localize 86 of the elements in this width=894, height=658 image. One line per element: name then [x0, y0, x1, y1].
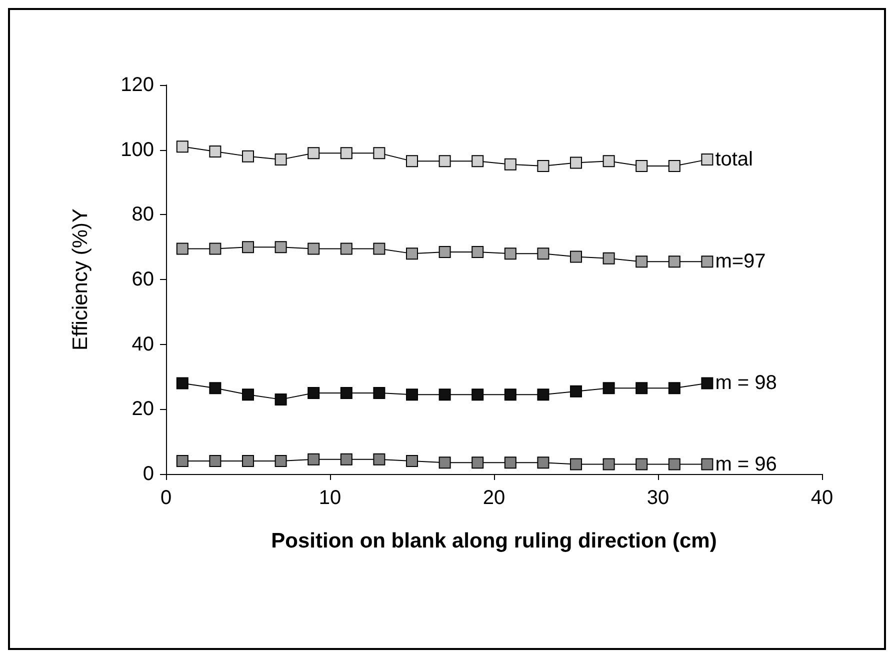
- point: [438, 456, 451, 469]
- y-tick-label: 20: [132, 398, 154, 420]
- point: [438, 155, 451, 168]
- point: [209, 242, 222, 255]
- point: [668, 256, 680, 268]
- point: [274, 154, 287, 166]
- point: [176, 377, 188, 390]
- point: [636, 256, 648, 268]
- point: [537, 388, 550, 401]
- point: [472, 456, 484, 469]
- point: [274, 241, 287, 254]
- x-tick-label: 10: [318, 487, 342, 509]
- point: [636, 382, 648, 394]
- point: [701, 458, 714, 470]
- point: [406, 388, 418, 401]
- y-tick-label: 100: [120, 138, 154, 161]
- y-tick-label: 80: [132, 204, 154, 226]
- series-label: m = 98: [715, 372, 777, 394]
- point: [504, 158, 516, 170]
- point: [668, 458, 680, 470]
- point: [242, 241, 254, 254]
- x-tick-label: 40: [810, 487, 834, 509]
- point: [242, 388, 254, 401]
- point: [176, 242, 188, 255]
- y-tick-label: 120: [120, 74, 154, 96]
- point: [504, 248, 516, 260]
- point: [176, 455, 188, 468]
- point: [472, 388, 484, 401]
- point: [340, 147, 352, 160]
- point: [537, 456, 550, 469]
- point: [602, 155, 615, 168]
- y-tick-label: 40: [132, 333, 154, 356]
- point: [340, 386, 352, 399]
- x-axis-title: Position on blank along ruling direction (cm): [271, 530, 717, 552]
- point: [438, 246, 451, 258]
- point: [636, 160, 648, 172]
- point: [570, 250, 582, 263]
- point: [406, 155, 418, 168]
- point: [406, 248, 418, 260]
- x-tick-label: 20: [482, 487, 506, 509]
- point: [472, 246, 484, 258]
- series-label: m=97: [715, 250, 766, 273]
- point: [537, 248, 550, 260]
- point: [472, 155, 484, 168]
- x-tick-label: 0: [160, 487, 172, 509]
- point: [242, 150, 254, 162]
- point: [602, 252, 615, 264]
- point: [570, 385, 582, 398]
- point: [602, 382, 615, 394]
- point: [308, 453, 320, 466]
- point: [209, 382, 222, 394]
- point: [373, 147, 386, 160]
- point: [438, 388, 451, 401]
- point: [373, 386, 386, 399]
- point: [570, 156, 582, 169]
- series-label: m = 96: [715, 453, 777, 476]
- point: [340, 453, 352, 466]
- point: [209, 145, 222, 158]
- point: [537, 160, 550, 172]
- point: [570, 458, 582, 470]
- y-tick-label: 0: [142, 463, 154, 485]
- x-tick-label: 30: [646, 487, 670, 509]
- point: [209, 455, 222, 468]
- point: [274, 455, 287, 468]
- point: [504, 388, 516, 401]
- point: [668, 382, 680, 394]
- point: [308, 386, 320, 399]
- point: [636, 458, 648, 470]
- point: [373, 453, 386, 466]
- point: [406, 455, 418, 468]
- point: [701, 256, 714, 268]
- point: [701, 377, 714, 390]
- point: [308, 242, 320, 255]
- point: [308, 147, 320, 160]
- point: [668, 160, 680, 172]
- point: [242, 455, 254, 468]
- point: [340, 242, 352, 255]
- point: [504, 456, 516, 469]
- y-axis-title: Efficiency (%)Y: [69, 208, 92, 350]
- y-tick-label: 60: [132, 268, 154, 290]
- point: [602, 458, 615, 470]
- point: [373, 242, 386, 255]
- point: [176, 140, 188, 153]
- series-label: total: [715, 148, 754, 171]
- point: [274, 393, 287, 406]
- point: [701, 154, 714, 166]
